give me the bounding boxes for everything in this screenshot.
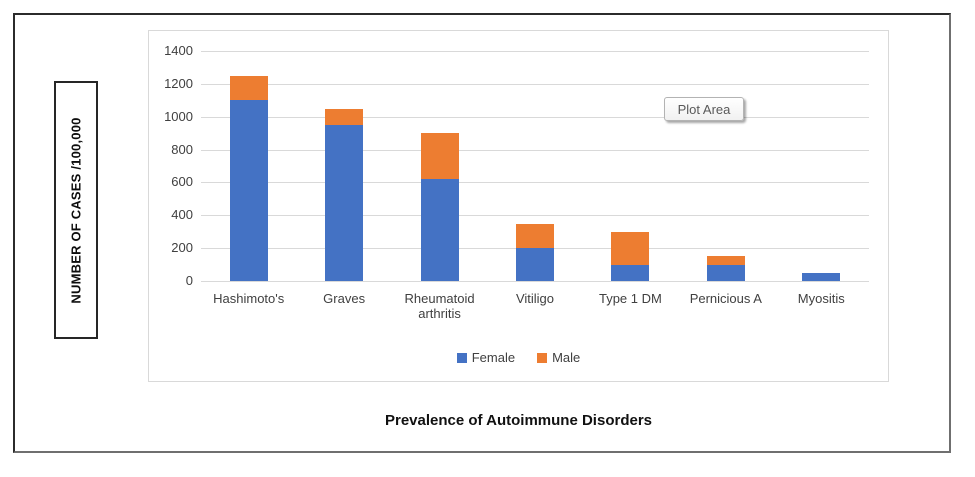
bar-segment-female-graves[interactable] <box>325 124 364 281</box>
y-tick-label-600: 600 <box>171 174 193 190</box>
legend-swatch-female <box>456 352 467 363</box>
x-category-label-graves: Graves <box>323 291 366 306</box>
y-axis-title-box[interactable]: NUMBER OF CASES /100,000 <box>54 81 98 339</box>
gridline-1200 <box>201 83 869 85</box>
y-axis-title: NUMBER OF CASES /100,000 <box>68 116 84 304</box>
y-tick-label-0: 0 <box>185 273 193 288</box>
x-category-label-pernicious-a: Pernicious A <box>689 291 762 306</box>
bar-segment-male-hashimoto-s[interactable] <box>229 75 268 101</box>
x-category-label-vitiligo: Vitiligo <box>515 291 554 306</box>
legend-item-female[interactable]: Female <box>456 350 516 365</box>
bar-segment-female-vitiligo[interactable] <box>516 248 554 281</box>
plot-area-tooltip: Plot Area <box>664 97 744 121</box>
bar-pernicious-a[interactable] <box>706 256 745 281</box>
legend-swatch-male <box>537 352 548 363</box>
x-category-label-hashimoto-s: Hashimoto's <box>213 291 285 306</box>
legend[interactable]: Female Male <box>149 350 888 365</box>
y-tick-label-1400: 1400 <box>164 43 193 58</box>
y-tick-label-800: 800 <box>171 141 193 157</box>
plot-area[interactable] <box>201 51 869 282</box>
gridline-800 <box>201 149 869 151</box>
bar-segment-male-graves[interactable] <box>325 108 364 125</box>
bar-hashimoto-s[interactable] <box>229 75 268 281</box>
bar-segment-female-type-1-dm[interactable] <box>611 264 650 281</box>
bar-type-1-dm[interactable] <box>611 231 650 281</box>
bar-vitiligo[interactable] <box>516 223 554 281</box>
x-category-label-rheumatoid-arthritis: Rheumatoid arthritis <box>404 291 475 321</box>
chart-area[interactable]: 0 200 400 600 800 1000 1200 1400 Hashimoto's Gra… <box>148 30 889 382</box>
legend-item-male[interactable]: Male <box>537 350 580 365</box>
gridline-600 <box>201 182 869 184</box>
bar-segment-male-vitiligo[interactable] <box>516 223 554 249</box>
legend-label-female: Female <box>471 350 516 365</box>
bar-rheumatoid-arthritis[interactable] <box>420 133 459 281</box>
gridline-1000 <box>201 116 869 118</box>
x-category-label-myositis: Myositis <box>797 291 845 306</box>
bar-segment-female-rheumatoid-arthritis[interactable] <box>420 179 459 281</box>
bar-segment-male-type-1-dm[interactable] <box>611 231 650 265</box>
gridline-1400 <box>201 51 869 52</box>
y-tick-label-1000: 1000 <box>164 108 193 124</box>
y-tick-label-200: 200 <box>171 240 193 256</box>
bar-segment-male-rheumatoid-arthritis[interactable] <box>420 133 459 180</box>
bar-myositis[interactable] <box>802 272 841 281</box>
x-category-label-type-1-dm: Type 1 DM <box>598 291 662 306</box>
bar-segment-female-myositis[interactable] <box>802 272 841 281</box>
y-tick-label-1200: 1200 <box>164 75 193 91</box>
x-axis-labels: Hashimoto's Graves Rheumatoid arthritis Vit… <box>201 291 869 321</box>
bar-segment-female-pernicious-a[interactable] <box>706 264 745 281</box>
gridline-400 <box>201 215 869 217</box>
legend-label-male: Male <box>552 350 581 365</box>
y-tick-label-400: 400 <box>171 207 193 223</box>
gridline-0 <box>201 281 869 282</box>
bar-segment-male-pernicious-a[interactable] <box>706 256 745 265</box>
bar-segment-female-hashimoto-s[interactable] <box>229 100 268 281</box>
chart-title: Prevalence of Autoimmune Disorders <box>384 412 653 429</box>
bar-graves[interactable] <box>325 108 364 281</box>
plot-area-tooltip-label: Plot Area <box>677 101 731 117</box>
